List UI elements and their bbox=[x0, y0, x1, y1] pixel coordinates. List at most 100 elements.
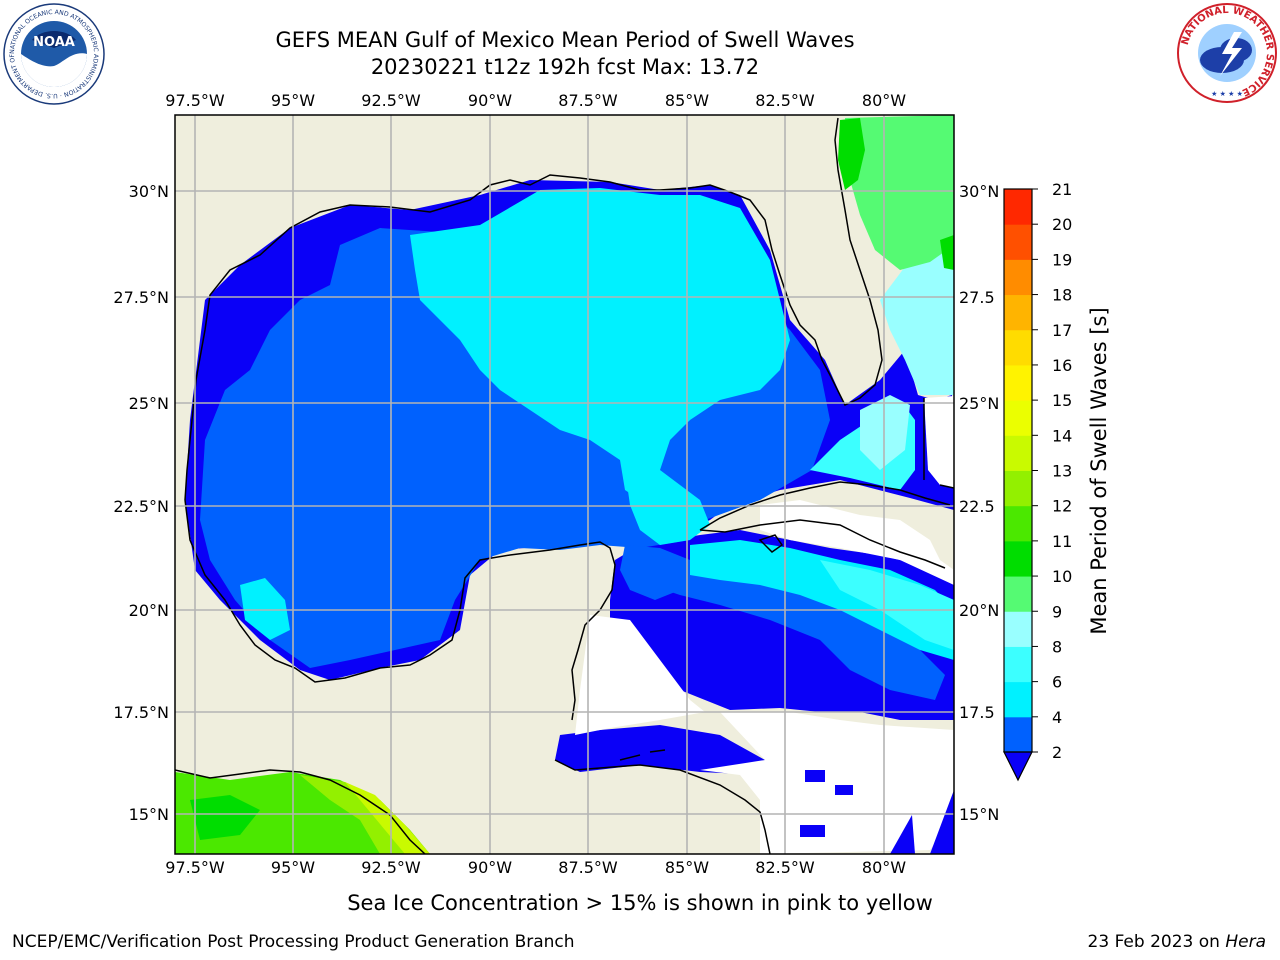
colorbar-segment bbox=[1004, 329, 1032, 366]
colorbar-segment bbox=[1004, 646, 1032, 683]
caribbean-water-cyan bbox=[690, 540, 954, 660]
noaa-text: NOAA bbox=[33, 35, 75, 50]
colorbar-under-extension bbox=[1003, 751, 1033, 782]
colorbar-tick-label: 14 bbox=[1052, 426, 1072, 445]
lon-label-bottom: 92.5°W bbox=[361, 858, 421, 877]
date-stamp: 23 Feb 2023 on Hera bbox=[1088, 932, 1266, 952]
campeche-cyan bbox=[240, 578, 290, 640]
lon-label-bottom: 85°W bbox=[665, 858, 709, 877]
colorbar-tick-label: 19 bbox=[1052, 250, 1072, 269]
lat-label-left: 25°N bbox=[129, 394, 169, 413]
colorbar-tick-label: 20 bbox=[1052, 215, 1072, 234]
colorbar-segment bbox=[1004, 259, 1032, 296]
caribbean-water-medium bbox=[650, 555, 945, 700]
colorbar-segment bbox=[1004, 505, 1032, 542]
colorbar-segment bbox=[1004, 294, 1032, 331]
gulf-water-cyan bbox=[410, 188, 790, 500]
colorbar-segment bbox=[1004, 576, 1032, 612]
lat-labels-left: 30°N 27.5°N 25°N 22.5°N 20°N 17.5°N 15°N bbox=[113, 182, 169, 824]
dark-cell-1 bbox=[805, 770, 825, 782]
lon-label-top: 80°W bbox=[862, 91, 906, 110]
atlantic-green-strip bbox=[940, 235, 954, 270]
lat-label-right: 17.5 bbox=[959, 703, 995, 722]
lat-label-right: 20°N bbox=[959, 601, 999, 620]
lat-label-left: 22.5°N bbox=[113, 497, 169, 516]
lat-label-right: 25°N bbox=[959, 394, 999, 413]
colorbar-segment bbox=[1004, 611, 1032, 647]
colorbar-segment bbox=[1004, 364, 1032, 401]
lon-label-bottom: 90°W bbox=[468, 858, 512, 877]
colorbar-title: Mean Period of Swell Waves [s] bbox=[1087, 307, 1111, 634]
lon-label-bottom: 97.5°W bbox=[165, 858, 225, 877]
colorbar-segment bbox=[1004, 540, 1032, 577]
lat-label-left: 27.5°N bbox=[113, 288, 169, 307]
colorbar-tick-label: 9 bbox=[1052, 602, 1062, 621]
colorbar-segment bbox=[1004, 716, 1032, 753]
atlantic-green bbox=[845, 115, 954, 270]
pacific-water-dark-green bbox=[190, 795, 260, 840]
colorbar-tick-label: 6 bbox=[1052, 673, 1062, 692]
gridlines bbox=[175, 115, 954, 854]
lat-label-left: 17.5°N bbox=[113, 703, 169, 722]
coast-isle-of-youth bbox=[758, 534, 784, 553]
yucatan-cyan bbox=[625, 470, 710, 545]
florida-keys-pale bbox=[860, 395, 910, 470]
noaa-logo-icon: NATIONAL OCEANIC AND ATMOSPHERIC ADMINIS… bbox=[2, 2, 105, 105]
colorbar-tick-label: 13 bbox=[1052, 462, 1072, 481]
colorbar-tick-label: 16 bbox=[1052, 356, 1072, 375]
nodata-caribbean-honduras bbox=[700, 712, 954, 854]
title-line-1: GEFS MEAN Gulf of Mexico Mean Period of … bbox=[275, 28, 855, 52]
lat-label-right: 27.5 bbox=[959, 288, 995, 307]
lat-label-right: 22.5 bbox=[959, 497, 995, 516]
colorbar-tick-label: 10 bbox=[1052, 567, 1072, 586]
lat-labels-right: 30°N 27.5 25°N 22.5 20°N 17.5 15°N bbox=[959, 182, 999, 824]
lat-label-right: 15°N bbox=[959, 805, 999, 824]
lon-label-top: 90°W bbox=[468, 91, 512, 110]
colorbar-tick-label: 15 bbox=[1052, 391, 1072, 410]
colorbar-tick-label: 21 bbox=[1052, 180, 1072, 199]
colorbar-tick-label: 12 bbox=[1052, 497, 1072, 516]
lon-label-top: 87.5°W bbox=[558, 91, 618, 110]
dark-cell-3 bbox=[800, 825, 825, 837]
coast-cuba bbox=[699, 481, 951, 569]
colorbar-tick-label: 18 bbox=[1052, 286, 1072, 305]
lon-label-bottom: 95°W bbox=[271, 858, 315, 877]
dark-cell-4 bbox=[890, 815, 915, 854]
lon-label-bottom: 82.5°W bbox=[755, 858, 815, 877]
colorbar-tick-label: 4 bbox=[1052, 708, 1062, 727]
coast-honduras-islands bbox=[619, 749, 666, 761]
nodata-bahamas bbox=[924, 396, 954, 488]
coast-mexico-yucatan bbox=[184, 499, 616, 721]
lat-label-left: 30°N bbox=[129, 182, 169, 201]
nws-logo-icon: NATIONAL WEATHER SERVICE ★ ★ ★ ★ bbox=[1177, 3, 1277, 103]
date-text: 23 Feb 2023 on bbox=[1087, 932, 1226, 952]
colorbar-segment bbox=[1004, 400, 1032, 436]
lon-label-top: 92.5°W bbox=[361, 91, 421, 110]
nodata-caribbean-belize bbox=[575, 615, 705, 735]
colorbar-tick-label: 17 bbox=[1052, 321, 1072, 340]
svg-text:★ ★ ★ ★: ★ ★ ★ ★ bbox=[1211, 90, 1243, 98]
dark-cell-5 bbox=[930, 790, 954, 854]
colorbar-tick-label: 8 bbox=[1052, 637, 1062, 656]
yucatan-strait-medium bbox=[620, 545, 690, 600]
title-line-2: 20230221 t12z 192h fcst Max: 13.72 bbox=[370, 55, 760, 79]
lon-label-bottom: 87.5°W bbox=[558, 858, 618, 877]
lon-label-top: 97.5°W bbox=[165, 91, 225, 110]
colorbar-segment bbox=[1004, 681, 1032, 718]
credit-line: NCEP/EMC/Verification Post Processing Pr… bbox=[12, 932, 575, 952]
lon-labels-bottom: 97.5°W 95°W 92.5°W 90°W 87.5°W 85°W 82.5… bbox=[165, 858, 906, 877]
lat-label-left: 15°N bbox=[129, 805, 169, 824]
caribbean-light bbox=[820, 560, 954, 650]
colorbar-segment bbox=[1004, 435, 1032, 471]
colorbar-segment bbox=[1004, 189, 1032, 225]
atlantic-green-strong bbox=[838, 118, 865, 190]
lon-labels-top: 97.5°W 95°W 92.5°W 90°W 87.5°W 85°W 82.5… bbox=[165, 91, 906, 110]
colorbar: 2 4 6 8 9 10 11 12 13 14 15 16 17 18 19 20 21 bbox=[1003, 180, 1072, 782]
sea-ice-note: Sea Ice Concentration > 15% is shown in … bbox=[347, 891, 933, 915]
colorbar-segment bbox=[1004, 470, 1032, 507]
lon-label-top: 82.5°W bbox=[755, 91, 815, 110]
host-name: Hera bbox=[1225, 932, 1266, 952]
map-plot-area bbox=[175, 115, 954, 854]
lon-label-bottom: 80°W bbox=[862, 858, 906, 877]
lat-label-right: 30°N bbox=[959, 182, 999, 201]
